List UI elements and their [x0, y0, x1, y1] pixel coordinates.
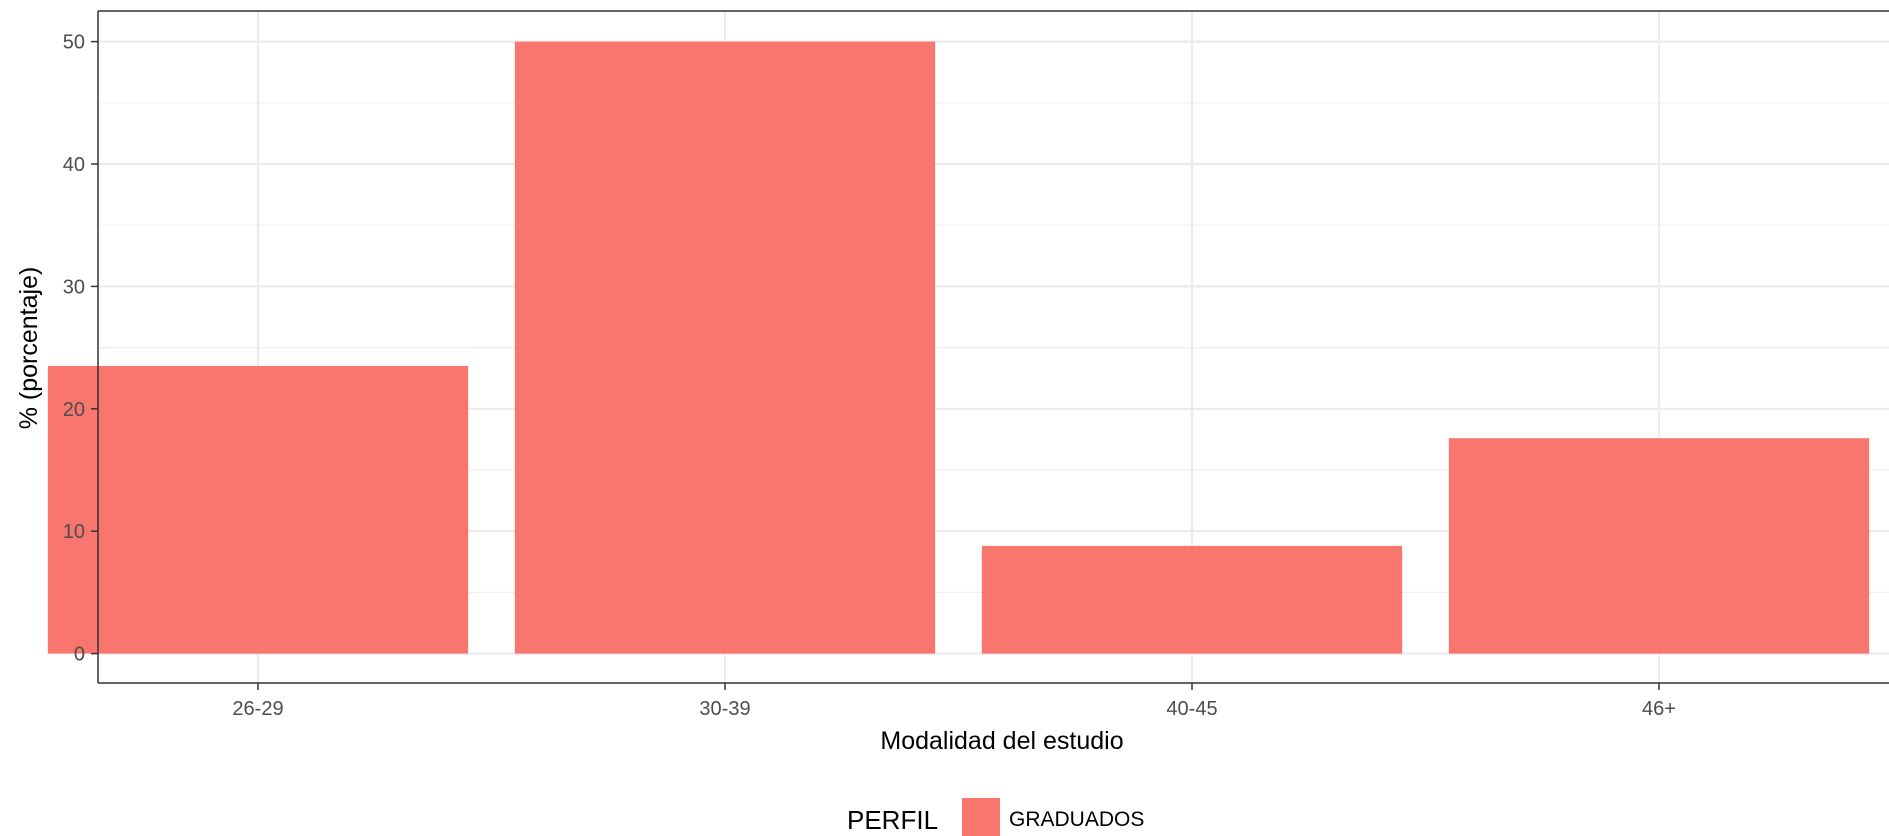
y-tick-label: 50 [63, 32, 85, 54]
y-tick-label: 10 [63, 521, 85, 543]
x-tick-label: 46+ [1642, 698, 1676, 720]
legend-title: PERFIL [847, 805, 938, 835]
bar-46+ [1448, 438, 1870, 654]
x-tick-label: 26-29 [232, 698, 283, 720]
bar-30-39 [514, 41, 936, 654]
bar-40-45 [981, 545, 1403, 654]
x-tick-label: 40-45 [1166, 698, 1217, 720]
y-tick-label: 40 [63, 154, 85, 176]
y-tick-label: 20 [63, 399, 85, 421]
bar-26-29 [47, 365, 469, 654]
legend-label-graduados: GRADUADOS [1009, 808, 1144, 831]
bars [47, 41, 1870, 654]
x-axis-title: Modalidad del estudio [880, 727, 1123, 755]
y-axis: 0 10 20 30 40 50 [63, 32, 98, 666]
y-axis-title: % (porcentaje) [15, 267, 43, 430]
legend: PERFIL GRADUADOS [847, 798, 1144, 836]
x-tick-label: 30-39 [699, 698, 750, 720]
y-tick-label: 30 [63, 276, 85, 298]
legend-key-graduados [962, 798, 1000, 836]
x-axis: 26-29 30-39 40-45 46+ [232, 683, 1676, 720]
y-tick-label: 0 [74, 644, 85, 666]
